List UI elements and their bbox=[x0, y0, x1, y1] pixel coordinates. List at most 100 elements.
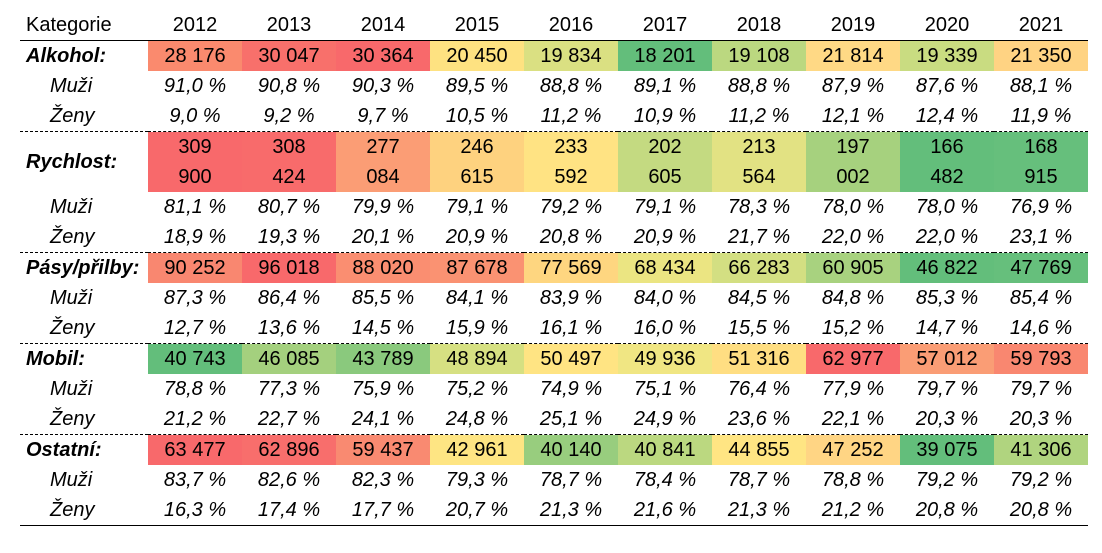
men-percent: 89,5 % bbox=[445, 75, 509, 97]
women-label: Ženy bbox=[50, 226, 95, 248]
men-percent: 79,9 % bbox=[351, 196, 415, 218]
women-percent: 10,5 % bbox=[445, 105, 509, 127]
men-percent: 80,7 % bbox=[257, 196, 321, 218]
women-percent: 22,0 % bbox=[915, 226, 979, 248]
women-percent: 9,7 % bbox=[357, 105, 409, 127]
men-percent: 75,1 % bbox=[633, 378, 697, 400]
value-cell: 68 434 bbox=[618, 252, 712, 283]
women-percent: 21,3 % bbox=[727, 499, 791, 521]
women-percent: 20,1 % bbox=[351, 226, 415, 248]
women-percent: 11,2 % bbox=[728, 105, 790, 127]
value-cell: 246 615 bbox=[430, 131, 524, 192]
women-percent: 9,0 % bbox=[169, 105, 221, 127]
value-cell: 18 201 bbox=[618, 40, 712, 71]
value-cell: 47 769 bbox=[994, 252, 1088, 283]
value-cell: 48 894 bbox=[430, 343, 524, 374]
men-label: Muži bbox=[50, 287, 93, 309]
men-percent: 85,5 % bbox=[351, 287, 415, 309]
men-percent: 76,4 % bbox=[727, 378, 791, 400]
women-percent: 15,5 % bbox=[727, 317, 791, 339]
value-cell: 308 424 bbox=[242, 131, 336, 192]
women-percent: 16,1 % bbox=[539, 317, 603, 339]
women-percent: 16,3 % bbox=[163, 499, 227, 521]
value-cell: 57 012 bbox=[900, 343, 994, 374]
value-cell: 166 482 bbox=[900, 131, 994, 192]
value-cell-line: 308 bbox=[272, 136, 306, 158]
men-percent: 75,2 % bbox=[445, 378, 509, 400]
value-cell: 213 564 bbox=[712, 131, 806, 192]
women-percent: 14,6 % bbox=[1009, 317, 1073, 339]
men-percent: 78,8 % bbox=[163, 378, 227, 400]
men-percent: 79,1 % bbox=[445, 196, 509, 218]
value-cell: 46 822 bbox=[900, 252, 994, 283]
women-percent: 10,9 % bbox=[633, 105, 697, 127]
men-percent: 76,9 % bbox=[1009, 196, 1073, 218]
men-percent: 79,2 % bbox=[1009, 469, 1073, 491]
value-cell: 197 002 bbox=[806, 131, 900, 192]
category-label: Ostatní: bbox=[26, 439, 102, 461]
women-percent: 20,3 % bbox=[1009, 408, 1073, 430]
value-cell: 59 437 bbox=[336, 434, 430, 465]
women-percent: 21,6 % bbox=[633, 499, 697, 521]
women-percent: 20,8 % bbox=[915, 499, 979, 521]
women-percent: 19,3 % bbox=[257, 226, 321, 248]
men-percent: 78,4 % bbox=[633, 469, 697, 491]
women-label: Ženy bbox=[50, 499, 95, 521]
women-percent: 16,0 % bbox=[633, 317, 697, 339]
men-percent: 79,3 % bbox=[445, 469, 509, 491]
men-percent: 78,0 % bbox=[915, 196, 979, 218]
women-percent: 24,9 % bbox=[633, 408, 697, 430]
value-cell: 87 678 bbox=[430, 252, 524, 283]
value-cell: 77 569 bbox=[524, 252, 618, 283]
value-cell-line: 615 bbox=[460, 166, 494, 188]
women-percent: 25,1 % bbox=[539, 408, 603, 430]
header-year: 2016 bbox=[548, 14, 594, 36]
men-percent: 88,8 % bbox=[727, 75, 791, 97]
value-cell: 51 316 bbox=[712, 343, 806, 374]
value-cell-line: 564 bbox=[742, 166, 776, 188]
women-percent: 20,7 % bbox=[445, 499, 509, 521]
men-percent: 74,9 % bbox=[539, 378, 603, 400]
women-percent: 20,8 % bbox=[1009, 499, 1073, 521]
value-cell: 19 108 bbox=[712, 40, 806, 71]
value-cell: 40 743 bbox=[148, 343, 242, 374]
women-percent: 21,3 % bbox=[539, 499, 603, 521]
value-cell: 62 896 bbox=[242, 434, 336, 465]
value-cell-line: 482 bbox=[930, 166, 964, 188]
men-label: Muži bbox=[50, 196, 93, 218]
men-percent: 88,1 % bbox=[1009, 75, 1073, 97]
women-percent: 17,4 % bbox=[257, 499, 321, 521]
value-cell-line: 424 bbox=[272, 166, 306, 188]
header-year: 2013 bbox=[266, 14, 312, 36]
value-cell-line: 915 bbox=[1024, 166, 1058, 188]
value-cell-line: 605 bbox=[648, 166, 682, 188]
header-year: 2015 bbox=[454, 14, 500, 36]
women-percent: 11,9 % bbox=[1010, 105, 1072, 127]
men-percent: 83,7 % bbox=[163, 469, 227, 491]
value-cell: 309 900 bbox=[148, 131, 242, 192]
value-cell: 88 020 bbox=[336, 252, 430, 283]
value-cell-line: 309 bbox=[178, 136, 212, 158]
men-percent: 78,7 % bbox=[727, 469, 791, 491]
women-percent: 20,3 % bbox=[915, 408, 979, 430]
header-year: 2021 bbox=[1018, 14, 1064, 36]
women-percent: 22,7 % bbox=[257, 408, 321, 430]
men-percent: 79,7 % bbox=[915, 378, 979, 400]
women-percent: 14,5 % bbox=[351, 317, 415, 339]
men-percent: 84,8 % bbox=[821, 287, 885, 309]
men-percent: 85,4 % bbox=[1009, 287, 1073, 309]
women-row: Ženy 21,2 % 22,7 % 24,1 % 24,8 % 25,1 % 24,9 %… bbox=[20, 404, 1088, 435]
men-percent: 75,9 % bbox=[351, 378, 415, 400]
men-percent: 87,6 % bbox=[915, 75, 979, 97]
value-cell-line: 213 bbox=[742, 136, 776, 158]
value-cell: 21 814 bbox=[806, 40, 900, 71]
men-percent: 79,7 % bbox=[1009, 378, 1073, 400]
men-percent: 79,2 % bbox=[539, 196, 603, 218]
women-row: Ženy 9,0 % 9,2 % 9,7 % 10,5 % 11,2 % 10,9 % 11,… bbox=[20, 101, 1088, 132]
men-row: Muži 83,7 % 82,6 % 82,3 % 79,3 % 78,7 % 78,4 %… bbox=[20, 465, 1088, 495]
value-cell: 43 789 bbox=[336, 343, 430, 374]
category-row: Alkohol: 28 176 30 047 30 364 20 450 19 834 18… bbox=[20, 40, 1088, 71]
value-cell: 49 936 bbox=[618, 343, 712, 374]
header-year: 2017 bbox=[642, 14, 688, 36]
women-percent: 21,7 % bbox=[727, 226, 791, 248]
